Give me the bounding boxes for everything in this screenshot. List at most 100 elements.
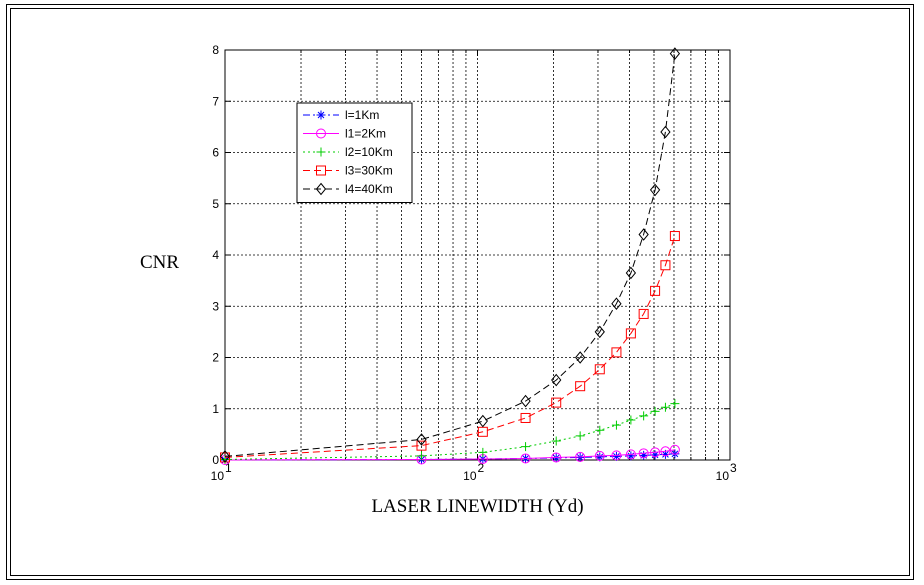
legend-label: l2=10Km xyxy=(345,145,393,159)
series-point xyxy=(660,402,670,412)
series-point xyxy=(219,450,231,463)
series-point xyxy=(638,448,649,459)
y-tick-label: 5 xyxy=(212,197,219,211)
series-point xyxy=(575,431,585,441)
series-point xyxy=(670,399,680,409)
series-point xyxy=(660,260,671,271)
series-point xyxy=(478,447,488,457)
y-axis-label: CNR xyxy=(140,252,179,273)
figure-inner-frame xyxy=(10,8,910,576)
y-tick-label: 1 xyxy=(212,402,219,416)
legend-entry: l3=30Km xyxy=(303,164,393,178)
series-point xyxy=(650,450,660,460)
series-point xyxy=(594,325,605,339)
series-point xyxy=(650,406,660,416)
series-point xyxy=(638,228,649,241)
series-point xyxy=(315,182,327,196)
series-l2=10Km xyxy=(220,399,680,464)
series-point xyxy=(660,449,670,459)
y-tick-label: 7 xyxy=(212,94,219,108)
series-line xyxy=(224,403,676,460)
series-point xyxy=(650,285,661,296)
series-point xyxy=(551,452,562,463)
series-l3=30Km xyxy=(220,231,680,463)
series-point xyxy=(625,449,636,460)
x-tick-label: 101 xyxy=(211,461,232,483)
series-point xyxy=(520,412,531,423)
series-point xyxy=(669,444,680,455)
series-point xyxy=(639,450,649,460)
legend-entry: l2=10Km xyxy=(303,145,393,159)
series-point xyxy=(520,453,531,464)
x-axis-label: LASER LINEWIDTH (Yd) xyxy=(371,496,583,517)
series-point xyxy=(626,415,636,425)
series-point xyxy=(575,452,585,462)
x-tick-base: 10 xyxy=(211,469,225,483)
figure-frame xyxy=(6,4,914,580)
series-point xyxy=(639,411,649,421)
x-tick-exponent: 2 xyxy=(478,461,485,475)
series-point xyxy=(595,425,605,435)
series-l4=40Km xyxy=(219,47,681,463)
series-l1=2Km xyxy=(220,444,680,465)
series-point xyxy=(316,128,326,139)
series-group xyxy=(219,47,681,465)
series-line xyxy=(224,449,675,461)
series-point xyxy=(638,308,649,319)
series-point xyxy=(520,394,531,408)
legend-box xyxy=(296,102,413,203)
y-tick-label: 4 xyxy=(212,248,219,262)
series-point xyxy=(669,47,681,60)
legend-label: l=1Km xyxy=(345,108,379,122)
x-tick-base: 10 xyxy=(716,469,730,483)
series-point xyxy=(316,110,326,120)
series-point xyxy=(416,440,427,451)
legend-label: l3=30Km xyxy=(345,164,393,178)
series-point xyxy=(316,165,326,176)
series-point xyxy=(611,347,622,358)
x-tick-exponent: 3 xyxy=(730,461,737,475)
x-tick-label: 102 xyxy=(463,461,484,483)
series-point xyxy=(611,420,621,430)
series-point xyxy=(625,266,637,280)
series-point xyxy=(521,442,531,452)
series-point xyxy=(660,125,671,139)
series-point xyxy=(575,381,586,392)
series-point xyxy=(551,373,562,387)
series-point xyxy=(551,397,562,408)
series-point xyxy=(611,450,622,461)
legend-entry: l=1Km xyxy=(303,108,379,122)
series-point xyxy=(316,147,326,157)
series-point xyxy=(595,452,605,462)
series-point xyxy=(416,451,426,461)
x-tick-exponent: 1 xyxy=(225,461,232,475)
x-tick-label: 103 xyxy=(716,461,737,483)
series-l=1Km xyxy=(220,449,680,465)
series-line xyxy=(224,53,676,457)
series-point xyxy=(551,436,561,446)
series-point xyxy=(477,414,488,428)
grid xyxy=(225,50,730,460)
y-tick-label: 6 xyxy=(212,146,219,160)
series-point xyxy=(625,328,636,339)
series-point xyxy=(594,364,605,375)
y-tick-label: 8 xyxy=(212,43,219,57)
series-point xyxy=(611,297,622,310)
legend-entry: l4=40Km xyxy=(303,182,393,196)
series-point xyxy=(575,451,586,462)
series-point xyxy=(416,433,427,446)
series-point xyxy=(669,231,680,242)
y-tick-label: 3 xyxy=(212,299,219,313)
y-tick-label: 2 xyxy=(212,351,219,365)
legend: l=1Km l1=2Km l2=10Km l3=30Km l4=40Km xyxy=(296,102,413,203)
y-tick-label: 0 xyxy=(212,453,219,467)
series-point xyxy=(611,451,621,461)
series-point xyxy=(650,447,661,458)
series-line xyxy=(224,235,676,458)
x-tick-base: 10 xyxy=(463,469,477,483)
legend-label: l4=40Km xyxy=(345,182,393,196)
series-point xyxy=(594,450,605,461)
series-point xyxy=(660,446,671,457)
